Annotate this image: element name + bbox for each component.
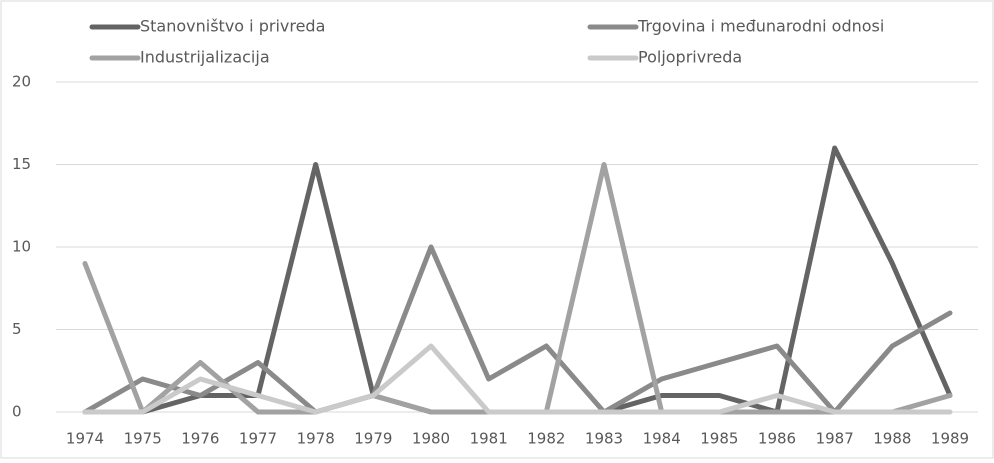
legend-label: Stanovništvo i privreda	[140, 17, 325, 36]
x-tick-label: 1982	[527, 430, 565, 448]
y-tick-label: 20	[12, 73, 31, 91]
x-tick-label: 1985	[700, 430, 738, 448]
y-tick-label: 5	[12, 320, 22, 338]
x-tick-label: 1977	[239, 430, 277, 448]
x-tick-label: 1983	[585, 430, 623, 448]
y-tick-label: 15	[12, 155, 31, 173]
series-line	[82, 244, 953, 415]
x-tick-label: 1979	[354, 430, 392, 448]
legend-label: Trgovina i međunarodni odnosi	[637, 17, 884, 36]
x-tick-label: 1986	[758, 430, 796, 448]
x-tick-label: 1978	[297, 430, 335, 448]
x-tick-label: 1981	[470, 430, 508, 448]
legend-label: Poljoprivreda	[638, 48, 742, 67]
x-tick-label: 1980	[412, 430, 450, 448]
x-tick-label: 1976	[181, 430, 219, 448]
x-tick-label: 1975	[124, 430, 162, 448]
x-tick-label: 1974	[66, 430, 104, 448]
x-tick-label: 1987	[816, 430, 854, 448]
x-tick-label: 1984	[643, 430, 681, 448]
y-tick-label: 10	[12, 238, 31, 256]
x-tick-label: 1989	[931, 430, 969, 448]
x-tick-label: 1988	[873, 430, 911, 448]
y-tick-label: 0	[12, 403, 22, 421]
series-line	[82, 343, 953, 415]
legend-label: Industrijalizacija	[140, 48, 270, 67]
